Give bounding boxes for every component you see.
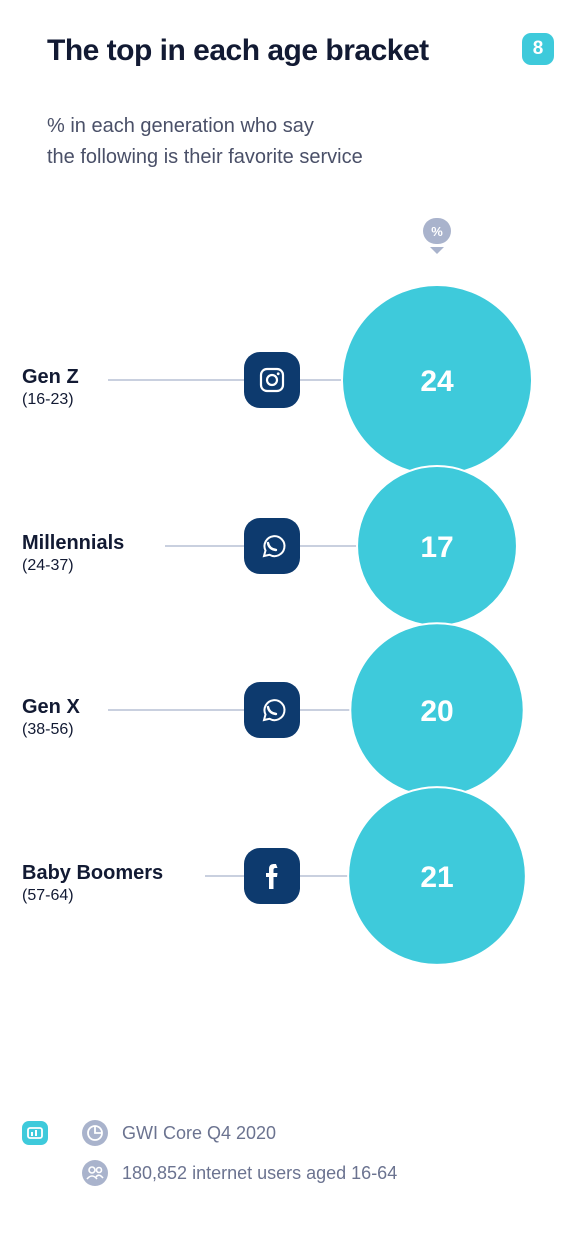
footer-base: 180,852 internet users aged 16-64	[82, 1160, 397, 1186]
page-title: The top in each age bracket	[47, 34, 429, 67]
subtitle-line-1: % in each generation who say	[47, 115, 314, 137]
row-label: Gen X (38-56)	[22, 696, 80, 739]
age-range: (24-37)	[22, 557, 74, 574]
generation-name: Millennials	[22, 532, 125, 554]
source-pie-icon	[82, 1120, 108, 1146]
subtitle-line-2: the following is their favorite service	[47, 146, 363, 168]
value-bubble	[347, 786, 527, 966]
base-text: 180,852 internet users aged 16-64	[122, 1162, 398, 1183]
generation-name: Baby Boomers	[22, 862, 164, 884]
facebook-icon	[244, 848, 300, 904]
row-label: Millennials (24-37)	[22, 532, 124, 575]
whatsapp-icon	[244, 518, 300, 574]
value-label: 17	[420, 531, 453, 564]
age-range: (16-23)	[22, 391, 74, 408]
value-label: 21	[420, 861, 453, 894]
row-label: Gen Z (16-23)	[22, 366, 79, 409]
value-label: 24	[420, 365, 454, 398]
users-icon	[82, 1160, 108, 1186]
footer-source: GWI Core Q4 2020	[82, 1120, 276, 1146]
source-text: GWI Core Q4 2020	[122, 1122, 277, 1143]
page-number-badge: 8	[522, 33, 554, 65]
generation-name: Gen X	[22, 696, 80, 718]
chart-row: 17	[165, 465, 518, 627]
chart-logo-icon	[22, 1121, 48, 1145]
age-range: (38-56)	[22, 721, 74, 738]
chart-row: 20	[108, 622, 525, 798]
subtitle: % in each generation who say the followi…	[47, 111, 363, 173]
chart-row: 24	[108, 284, 533, 476]
generation-name: Gen Z	[22, 366, 79, 388]
unit-caret-icon	[430, 247, 444, 254]
instagram-icon	[244, 352, 300, 408]
whatsapp-icon	[244, 682, 300, 738]
age-range: (57-64)	[22, 887, 74, 904]
row-label: Baby Boomers (57-64)	[22, 862, 163, 905]
unit-badge: %	[423, 218, 451, 244]
value-label: 20	[420, 695, 453, 728]
chart-row: 21	[205, 786, 527, 966]
